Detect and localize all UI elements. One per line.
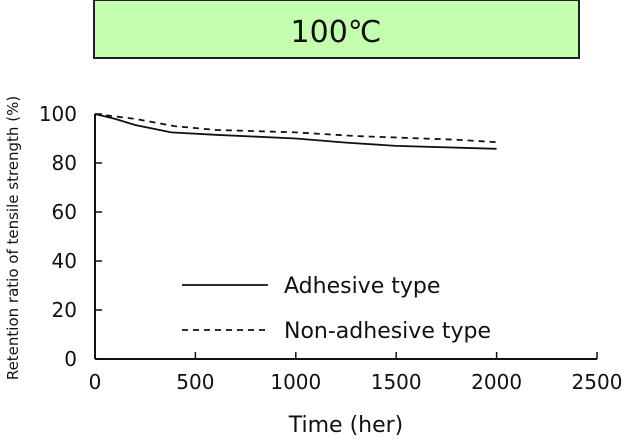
legend-label: Non-adhesive type [284, 319, 491, 344]
x-tick-label: 2500 [572, 370, 623, 394]
y-tick-label: 60 [52, 200, 77, 224]
y-tick-label: 40 [52, 249, 77, 273]
series-line-1 [94, 113, 497, 150]
x-tick-label: 0 [89, 370, 102, 394]
title-box [93, 0, 580, 59]
y-tick-label: 100 [39, 102, 77, 126]
chart-title: 100℃ [291, 15, 382, 50]
x-axis-label: Time (her) [288, 413, 404, 438]
series-line-2 [94, 113, 497, 144]
y-tick-label: 0 [64, 347, 77, 371]
y-tick-label: 80 [52, 151, 77, 175]
y-tick-label: 20 [52, 298, 77, 322]
y-axis-label: Retention ratio of tensile strength (%) [4, 96, 22, 380]
x-tick-label: 500 [176, 370, 214, 394]
x-tick-label: 2000 [471, 370, 522, 394]
x-tick-label: 1500 [371, 370, 422, 394]
legend-label: Adhesive type [284, 274, 440, 299]
x-tick-label: 1000 [270, 370, 321, 394]
